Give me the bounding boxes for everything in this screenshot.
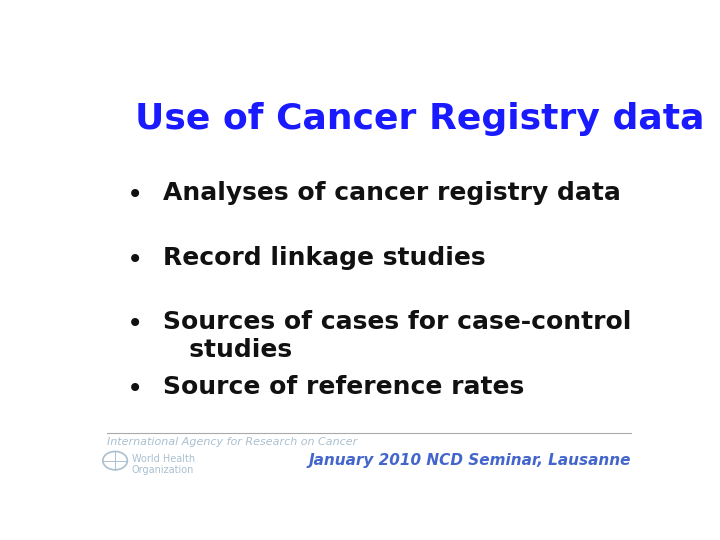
Text: Source of reference rates: Source of reference rates [163, 375, 523, 399]
Text: •: • [127, 181, 143, 209]
Text: Use of Cancer Registry data: Use of Cancer Registry data [135, 102, 704, 136]
Text: Analyses of cancer registry data: Analyses of cancer registry data [163, 181, 621, 205]
Text: January 2010 NCD Seminar, Lausanne: January 2010 NCD Seminar, Lausanne [309, 453, 631, 468]
Text: International Agency for Research on Cancer: International Agency for Research on Can… [107, 437, 357, 447]
Text: World Health
Organization: World Health Organization [132, 454, 195, 475]
Text: •: • [127, 246, 143, 274]
Text: Record linkage studies: Record linkage studies [163, 246, 485, 269]
Text: •: • [127, 310, 143, 338]
Text: Sources of cases for case-control
   studies: Sources of cases for case-control studie… [163, 310, 631, 362]
Text: •: • [127, 375, 143, 403]
